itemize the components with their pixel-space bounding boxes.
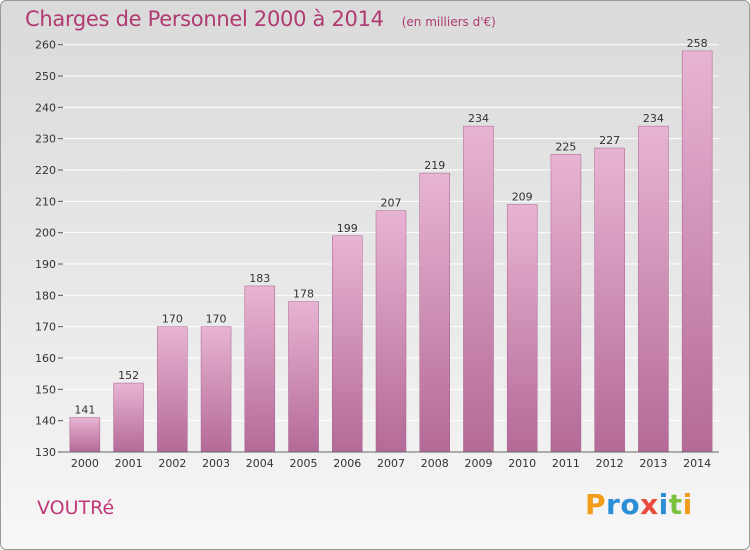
x-tick-label-2005: 2005 — [290, 457, 318, 470]
y-tick-label-180: 180 — [35, 289, 56, 302]
value-label-2014: 258 — [687, 37, 708, 50]
x-tick-label-2007: 2007 — [377, 457, 405, 470]
y-tick-label-230: 230 — [35, 133, 56, 146]
y-tick-label-240: 240 — [35, 101, 56, 114]
value-label-2009: 234 — [468, 112, 489, 125]
value-label-2003: 170 — [206, 313, 227, 326]
y-tick-label-170: 170 — [35, 321, 56, 334]
value-label-2000: 141 — [74, 404, 95, 417]
x-tick-label-2008: 2008 — [421, 457, 449, 470]
logo-letter: r — [606, 488, 621, 521]
x-tick-label-2010: 2010 — [508, 457, 536, 470]
x-tick-label-2013: 2013 — [639, 457, 667, 470]
y-tick-label-260: 260 — [35, 39, 56, 52]
logo-letter: i — [682, 488, 693, 521]
commune-name: VOUTRé — [37, 497, 115, 519]
y-tick-label-150: 150 — [35, 383, 56, 396]
x-tick-label-2011: 2011 — [552, 457, 580, 470]
bar-2003 — [200, 326, 232, 453]
y-tick-label-200: 200 — [35, 227, 56, 240]
logo-letter: i — [658, 488, 669, 521]
value-label-2011: 225 — [555, 140, 576, 153]
bar-2014 — [681, 50, 713, 453]
logo-letter: o — [620, 488, 641, 521]
logo-letter: x — [640, 488, 659, 521]
y-tick-label-210: 210 — [35, 195, 56, 208]
bar-2011 — [550, 154, 582, 453]
x-axis-ticks: 2000 2001 2002 2003 2004 2005 2006 2007 2008 2009… — [71, 457, 711, 470]
bar-2008 — [419, 172, 450, 453]
x-tick-label-2001: 2001 — [115, 457, 143, 470]
x-tick-label-2012: 2012 — [596, 457, 624, 470]
x-tick-label-2000: 2000 — [71, 457, 99, 470]
bar-2006 — [332, 235, 363, 453]
chart-unit-label: (en milliers d'€) — [401, 15, 496, 29]
value-label-2006: 199 — [337, 222, 358, 235]
value-label-2007: 207 — [381, 197, 402, 210]
bar-2010 — [506, 204, 538, 453]
value-label-2010: 209 — [512, 190, 533, 203]
x-tick-label-2003: 2003 — [202, 457, 230, 470]
bar-2002 — [157, 326, 188, 453]
bar-2007 — [375, 210, 407, 453]
x-tick-label-2002: 2002 — [158, 457, 186, 470]
bar-2004 — [244, 285, 276, 453]
proxiti-logo: Proxiti — [585, 488, 693, 521]
y-tick-label-160: 160 — [35, 352, 56, 365]
y-tick-label-220: 220 — [35, 164, 56, 177]
x-tick-label-2009: 2009 — [464, 457, 492, 470]
value-label-2008: 219 — [424, 159, 445, 172]
logo-letter: P — [585, 488, 607, 521]
x-tick-label-2006: 2006 — [333, 457, 361, 470]
value-label-2005: 178 — [293, 288, 314, 301]
y-tick-label-190: 190 — [35, 258, 56, 271]
bar-2012 — [594, 147, 625, 453]
y-axis-ticks: 130 140 150 160 170 180 190 200 210 220 230 240 250 2… — [35, 39, 63, 459]
value-label-2012: 227 — [599, 134, 620, 147]
x-tick-label-2014: 2014 — [683, 457, 711, 470]
x-tick-label-2004: 2004 — [246, 457, 274, 470]
value-label-2002: 170 — [162, 313, 183, 326]
bar-2000 — [69, 417, 101, 453]
logo-letter: t — [668, 488, 683, 521]
chart-title-text: Charges de Personnel 2000 à 2014 — [25, 7, 384, 31]
y-tick-label-250: 250 — [35, 70, 56, 83]
bars — [69, 50, 713, 453]
bar-2005 — [288, 301, 319, 453]
chart-title: Charges de Personnel 2000 à 2014 (en mill… — [25, 7, 496, 31]
y-tick-label-140: 140 — [35, 415, 56, 428]
value-label-2001: 152 — [118, 369, 139, 382]
bar-2013 — [638, 125, 669, 453]
bar-2009 — [463, 125, 494, 453]
bar-2001 — [113, 382, 144, 453]
value-label-2013: 234 — [643, 112, 664, 125]
y-tick-label-130: 130 — [35, 446, 56, 459]
value-labels: 141 152 170 170 183 178 199 207 219 234 209 225 227 2… — [74, 37, 707, 417]
value-label-2004: 183 — [249, 272, 270, 285]
